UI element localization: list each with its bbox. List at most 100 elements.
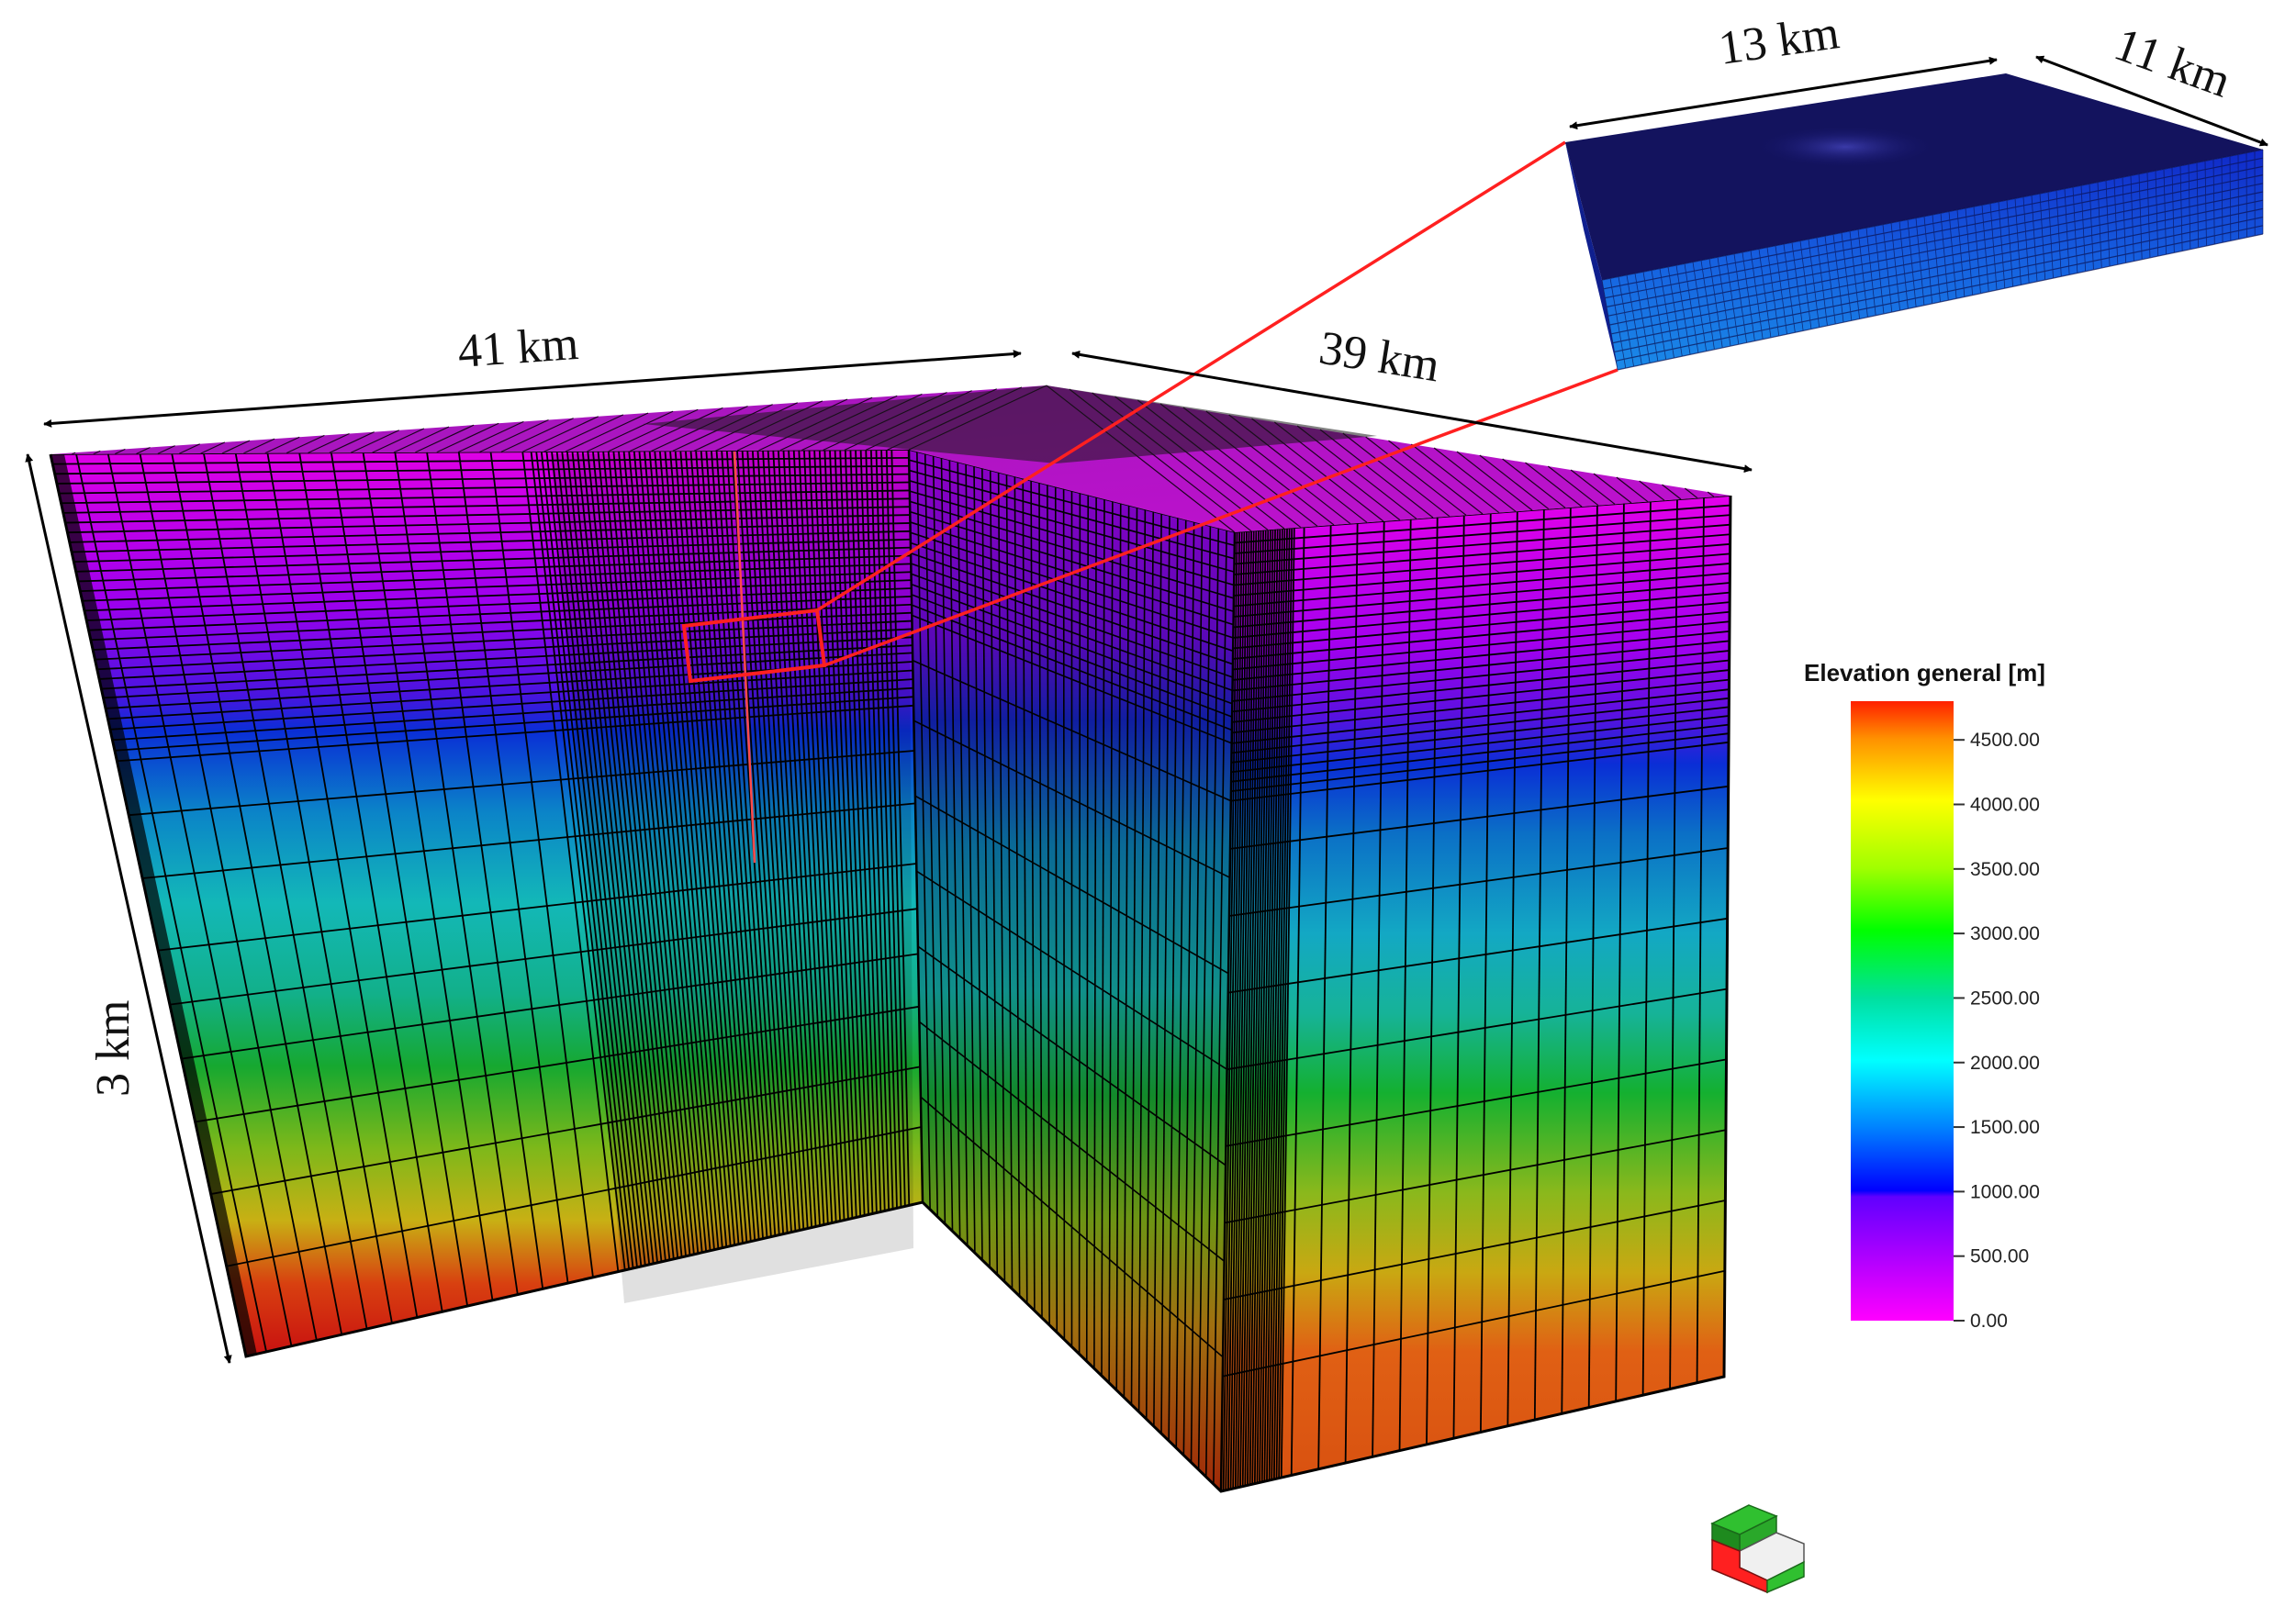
- mesh-line: [695, 451, 756, 1241]
- mesh-line: [909, 480, 1235, 573]
- mesh-line: [823, 450, 857, 1218]
- mesh-line: [1603, 157, 2264, 290]
- mesh-line: [129, 750, 915, 817]
- mesh-line: [885, 450, 906, 1207]
- mesh-line: [577, 451, 663, 1262]
- mesh-line: [910, 552, 1234, 665]
- mesh-line: [1145, 511, 1155, 1420]
- mesh-line: [1062, 488, 1066, 1340]
- mesh-line: [1684, 487, 1698, 499]
- mesh-line: [869, 450, 894, 1210]
- mesh-line: [762, 450, 809, 1229]
- inset-front-face: [1602, 150, 2263, 370]
- mesh-line: [234, 452, 393, 1323]
- mesh-line: [1108, 501, 1114, 1383]
- mesh-line: [1614, 217, 2264, 352]
- mesh-line: [618, 451, 695, 1255]
- mesh-line: [195, 1005, 920, 1123]
- mesh-line: [1231, 715, 1730, 774]
- mesh-line: [1226, 1058, 1727, 1147]
- mesh-line: [540, 452, 634, 1269]
- mesh-line: [1615, 503, 1625, 1401]
- mesh-line: [1005, 474, 1014, 1289]
- mesh-line: [393, 426, 450, 453]
- legend-tick-label: 3000.00: [1970, 923, 2040, 944]
- mesh-line: [1232, 640, 1730, 692]
- mesh-line: [1290, 527, 1305, 1476]
- mesh-line: [911, 594, 1233, 718]
- mesh-line: [1662, 484, 1682, 500]
- mesh-line: [158, 863, 917, 952]
- mesh-line: [1222, 1269, 1726, 1378]
- dimension-arrow-41km: [43, 350, 1022, 428]
- mesh-line: [911, 573, 1233, 692]
- inset-mesh: [1601, 149, 2264, 371]
- mesh-line: [911, 583, 1233, 705]
- mesh-line: [329, 431, 375, 453]
- mesh-line: [1611, 199, 2264, 335]
- dimension-label-11km: 11 km: [2108, 18, 2237, 108]
- mesh-line: [1231, 678, 1730, 734]
- mesh-line: [298, 452, 443, 1312]
- mesh-line: [457, 452, 569, 1284]
- mesh-line: [372, 428, 425, 453]
- mesh-line: [1231, 669, 1730, 723]
- mesh-line: [855, 450, 882, 1212]
- mesh-line: [169, 908, 918, 1006]
- mesh-line: [917, 945, 1226, 1166]
- mesh-line: [1231, 688, 1730, 744]
- legend-tick-label: 500.00: [1970, 1246, 2029, 1267]
- mesh-line: [715, 451, 772, 1237]
- mesh-line: [1234, 523, 1730, 565]
- mesh-line: [1234, 504, 1730, 544]
- mesh-line: [308, 432, 350, 454]
- mesh-line: [818, 450, 854, 1219]
- mesh-line: [741, 450, 792, 1233]
- mesh-line: [803, 450, 841, 1222]
- mesh-line: [638, 451, 711, 1251]
- mesh-line: [96, 628, 913, 671]
- mesh-line: [1229, 785, 1729, 850]
- mesh-line: [210, 1066, 921, 1195]
- mesh-line: [1030, 480, 1036, 1311]
- mesh-line: [973, 465, 983, 1261]
- mesh-line: [535, 452, 631, 1270]
- mesh-line: [1278, 528, 1294, 1479]
- mesh-line: [114, 448, 126, 455]
- mesh-line: [911, 563, 1233, 678]
- mesh-line: [1213, 530, 1227, 1485]
- mesh-line: [1607, 183, 2264, 317]
- mesh-line: [1123, 505, 1130, 1398]
- legend-title: Elevation general [m]: [1804, 659, 2045, 686]
- mesh-line: [1372, 520, 1385, 1457]
- inset-zoom-block: [1565, 73, 2264, 371]
- mesh-line: [1612, 207, 2264, 344]
- mesh-line: [1223, 1200, 1726, 1300]
- mesh-line: [1230, 723, 1730, 783]
- mesh-line: [1233, 582, 1730, 629]
- mesh-line: [648, 451, 720, 1249]
- mesh-line: [1078, 493, 1081, 1355]
- mesh-line: [178, 443, 201, 454]
- mesh-line: [910, 510, 1234, 612]
- mesh-line: [1669, 499, 1678, 1389]
- mesh-line: [909, 490, 1235, 586]
- mesh-line: [581, 451, 666, 1261]
- mesh-line: [112, 686, 913, 742]
- mesh-line: [1587, 505, 1598, 1408]
- mesh-line: [1233, 563, 1730, 608]
- mesh-line: [751, 450, 801, 1231]
- mesh-line: [1251, 530, 1267, 1485]
- mesh-line: [1256, 530, 1271, 1484]
- mesh-line: [1234, 530, 1250, 1489]
- mesh-line: [597, 451, 679, 1258]
- mesh-line: [767, 450, 813, 1228]
- mesh-line: [612, 451, 691, 1255]
- mesh-line: [1234, 514, 1730, 554]
- mesh-line: [859, 450, 886, 1211]
- mesh-line: [243, 438, 275, 454]
- mesh-line: [1263, 529, 1279, 1482]
- mesh-line: [1344, 523, 1359, 1464]
- mesh-line: [1130, 507, 1138, 1405]
- mesh-line: [890, 450, 911, 1206]
